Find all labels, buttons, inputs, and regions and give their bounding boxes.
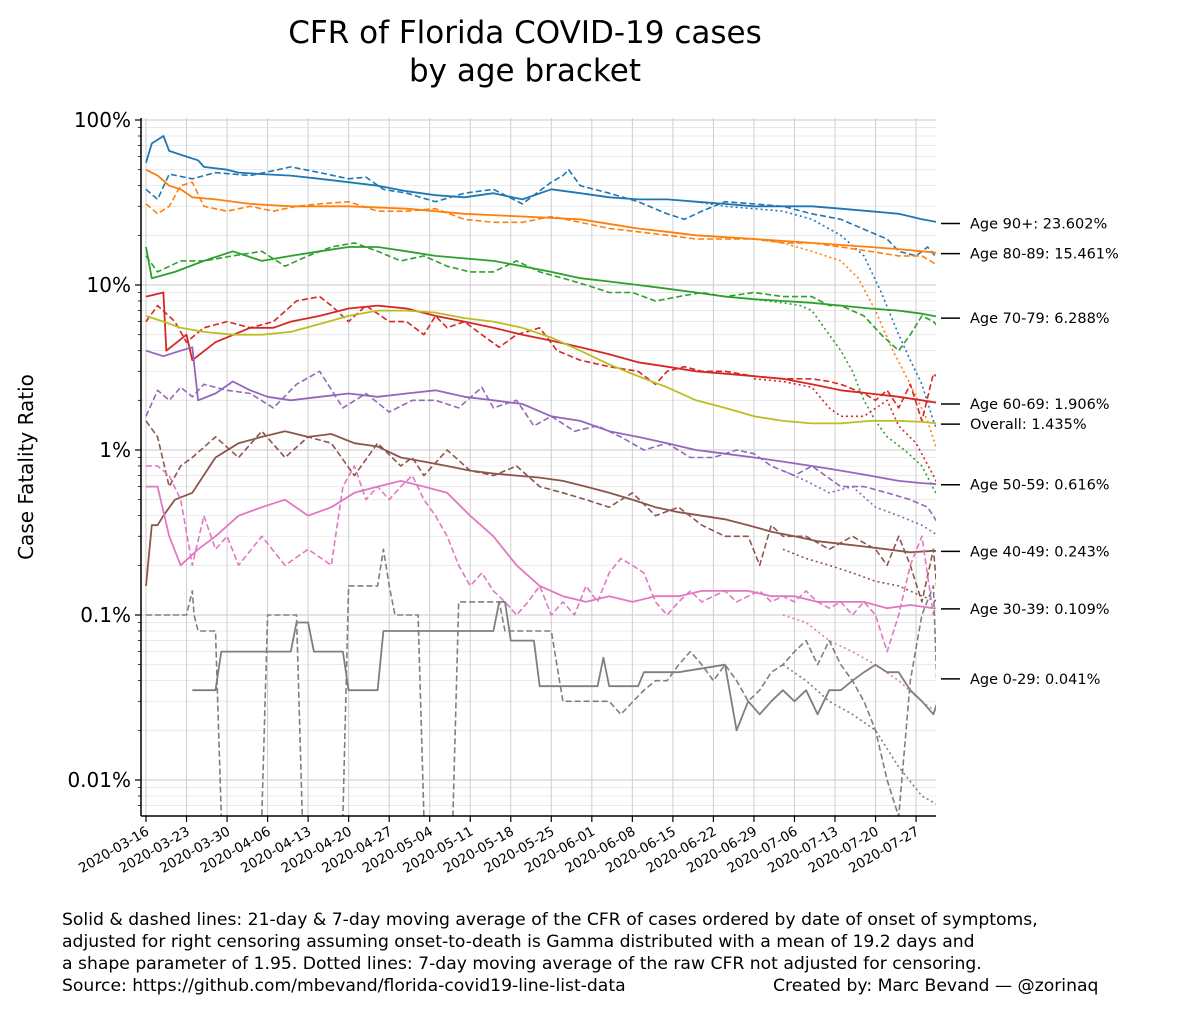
series-label: Age 90+: 23.602% <box>970 216 1107 232</box>
y-axis-label: Case Fatality Ratio <box>14 374 38 560</box>
footnote-source-row: Source: https://github.com/mbevand/flori… <box>62 975 1192 997</box>
series-label: Age 80-89: 15.461% <box>970 247 1119 263</box>
series-line-solid <box>192 601 936 732</box>
series-line-dashed <box>145 295 936 422</box>
series-line-dashed <box>146 465 935 653</box>
series-line-solid <box>145 430 936 586</box>
series-line-solid <box>145 291 936 404</box>
series-line-dashed <box>146 548 936 816</box>
footnote: Solid & dashed lines: 21-day & 7-day mov… <box>62 909 1192 997</box>
y-tick-label: 0.01% <box>67 768 131 792</box>
series-line-solid <box>145 309 936 425</box>
y-tick-label: 100% <box>74 108 131 132</box>
footnote-line: adjusted for right censoring assuming on… <box>62 932 975 952</box>
credit-text: Created by: Marc Bevand — @zorinaq <box>773 976 1099 996</box>
series-label: Age 30-39: 0.109% <box>970 602 1110 618</box>
series-label: Age 60-69: 1.906% <box>970 397 1110 413</box>
series-line-solid <box>145 135 936 223</box>
series-line-solid <box>146 479 936 610</box>
series-labels: Age 90+: 23.602% Age 80-89: 15.461% Age 70… <box>941 216 1119 688</box>
footnote-line: a shape parameter of 1.95. Dotted lines:… <box>62 954 982 974</box>
series-line-solid <box>145 246 936 318</box>
series-label: Age 0-29: 0.041% <box>970 672 1100 688</box>
y-tick-label: 0.1% <box>80 603 131 627</box>
series-label: Age 70-79: 6.288% <box>970 311 1110 327</box>
chart-title: CFR of Florida COVID-19 cases by age bra… <box>288 15 762 89</box>
series-line-dotted <box>667 231 936 450</box>
series-label: Age 40-49: 0.243% <box>970 544 1110 560</box>
y-tick-label: 1% <box>99 438 131 462</box>
series-line-dashed <box>145 420 936 603</box>
series-line-dotted <box>782 469 936 536</box>
series-line-dashed <box>145 166 936 259</box>
source-text: Source: https://github.com/mbevand/flori… <box>62 976 626 996</box>
series-line-solid <box>145 346 936 485</box>
grid-layer <box>141 118 936 816</box>
footnote-line: Solid & dashed lines: 21-day & 7-day mov… <box>62 910 1038 930</box>
series-label: Age 50-59: 0.616% <box>970 478 1110 494</box>
series-line-solid <box>145 168 936 254</box>
series-line-dashed <box>145 242 936 352</box>
series-line-dotted <box>782 548 936 602</box>
series-line-dotted <box>695 200 936 430</box>
series-line-dotted <box>753 378 936 483</box>
series-layer <box>145 135 936 816</box>
series-line-dotted <box>724 295 936 496</box>
axes-layer: 100%10%1%0.1%0.01%2020-03-162020-03-2320… <box>14 108 936 877</box>
y-tick-label: 10% <box>87 273 131 297</box>
series-label: Overall: 1.435% <box>970 417 1087 433</box>
series-line-dashed <box>145 370 936 522</box>
